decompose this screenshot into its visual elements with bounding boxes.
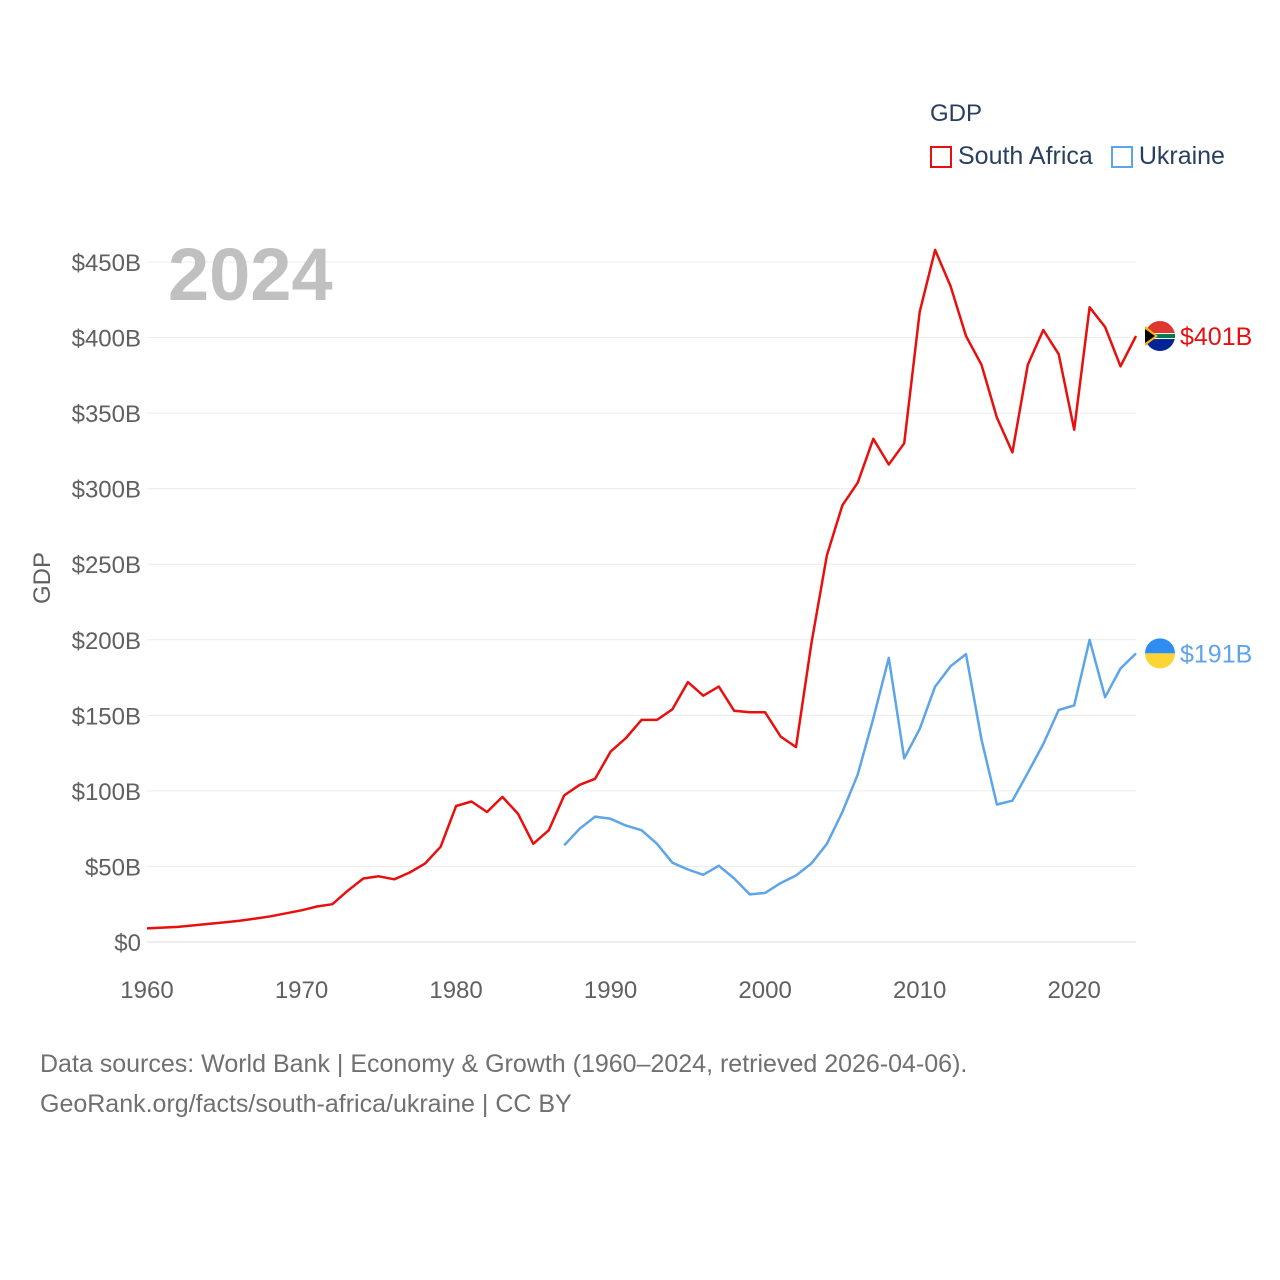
x-tick-label: 1990: [584, 977, 637, 1004]
year-watermark: 2024: [168, 233, 333, 316]
y-tick-label: $350B: [72, 401, 141, 428]
flag-triangle-black: [1145, 329, 1155, 344]
legend-label-ukraine: Ukraine: [1138, 142, 1225, 170]
footer: Data sources: World Bank | Economy & Gro…: [40, 1044, 967, 1124]
x-tick-label: 1970: [275, 977, 328, 1004]
y-tick-label: $200B: [72, 628, 141, 655]
y-tick-label: $400B: [72, 326, 141, 353]
legend-label-south-africa: South Africa: [958, 142, 1093, 170]
legend-swatch-ukraine: [1110, 145, 1133, 168]
x-tick-label: 1980: [429, 977, 482, 1004]
grid-lines: [147, 261, 1136, 943]
flag-band-blue: [1145, 638, 1175, 654]
series-lines: [146, 248, 1138, 930]
x-tick-label: 2000: [738, 977, 791, 1004]
legend-swatch-south-africa: [930, 145, 952, 168]
south-africa-flag-icon: [1145, 321, 1175, 352]
y-tick-label: $450B: [72, 250, 141, 277]
y-axis-label: GDP: [29, 552, 56, 604]
y-tick-label: $50B: [85, 854, 141, 881]
legend: South Africa Ukraine: [930, 142, 1243, 171]
flag-band-green: [1145, 334, 1175, 339]
series-line-ukraine: [563, 638, 1137, 896]
x-tick-label: 2010: [893, 977, 946, 1004]
y-tick-label: $150B: [72, 703, 141, 730]
y-tick-label: $250B: [72, 552, 141, 579]
x-axis-ticks: 1960 1970 1980 1990 2000 2010 2020: [120, 977, 1101, 1004]
y-tick-label: $0: [114, 930, 141, 957]
ukraine-flag-icon: [1145, 638, 1175, 669]
legend-item-south-africa[interactable]: South Africa: [930, 142, 1093, 171]
x-tick-label: 1960: [120, 977, 173, 1004]
x-tick-label: 2020: [1047, 977, 1100, 1004]
legend-title: GDP: [930, 100, 983, 127]
end-value-label: $401B: [1180, 323, 1252, 351]
footer-sources: Data sources: World Bank | Economy & Gro…: [40, 1050, 968, 1078]
end-value-label: $191B: [1180, 640, 1252, 668]
end-markers: $401B $191B: [1145, 321, 1252, 669]
series-line-south-africa: [146, 248, 1138, 930]
footer-link[interactable]: GeoRank.org/facts/south-africa/ukraine |…: [40, 1090, 572, 1118]
legend-item-ukraine[interactable]: Ukraine: [1110, 142, 1225, 171]
y-tick-label: $300B: [72, 477, 141, 504]
y-axis-ticks: $0 $50B $100B $150B $200B $250B $300B $350B $400…: [72, 250, 141, 957]
flag-band-yellow: [1145, 653, 1175, 669]
y-tick-label: $100B: [72, 779, 141, 806]
